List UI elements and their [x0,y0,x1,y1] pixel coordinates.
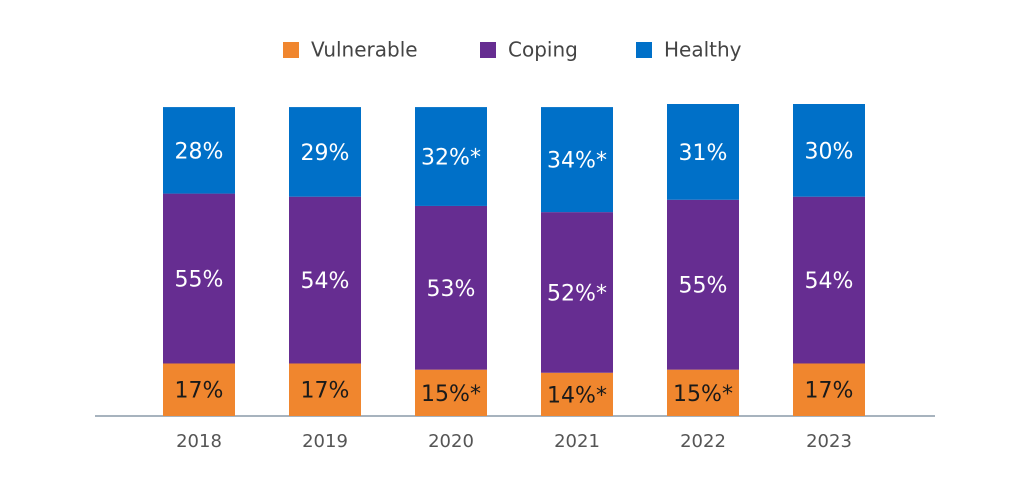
value-label: 52%* [547,281,607,306]
bar-segment [667,199,739,370]
bar-segment [289,363,361,416]
value-label: 29% [301,141,350,166]
value-label: 55% [679,274,728,299]
bar-segment [163,107,235,194]
value-label: 53% [427,277,476,302]
legend-label: Healthy [664,38,742,62]
value-label: 14%* [547,383,607,408]
legend-label: Coping [508,38,578,62]
bar-segment [415,205,487,370]
x-tick-label: 2018 [176,431,222,452]
bar-segment [793,196,865,364]
value-label: 17% [301,379,350,404]
value-label: 30% [805,139,854,164]
value-label: 17% [805,379,854,404]
bar-segment [163,363,235,416]
legend-label: Vulnerable [311,38,418,62]
value-label: 54% [301,269,350,294]
x-tick-label: 2021 [554,431,600,452]
value-label: 34%* [547,149,607,174]
legend-swatch [636,42,652,58]
legend-swatch [480,42,496,58]
bar-segment [415,369,487,416]
value-label: 28% [175,139,224,164]
bar-segment [793,104,865,197]
x-tick-label: 2023 [806,431,852,452]
bar-segment [163,193,235,364]
value-label: 31% [679,141,728,166]
bar-segment [415,107,487,206]
bar-segment [541,372,613,416]
bar-segment [667,369,739,416]
value-label: 15%* [421,382,481,407]
value-label: 15%* [673,382,733,407]
x-tick-label: 2022 [680,431,726,452]
value-label: 32%* [421,146,481,171]
bar-segment [793,363,865,416]
bar-segment [541,107,613,213]
bar-segment [289,107,361,197]
x-tick-label: 2020 [428,431,474,452]
x-tick-label: 2019 [302,431,348,452]
value-label: 17% [175,379,224,404]
bar-segment [541,212,613,373]
bar-segment [667,104,739,200]
value-label: 55% [175,268,224,293]
bar-segment [289,196,361,364]
value-label: 54% [805,269,854,294]
legend-swatch [283,42,299,58]
